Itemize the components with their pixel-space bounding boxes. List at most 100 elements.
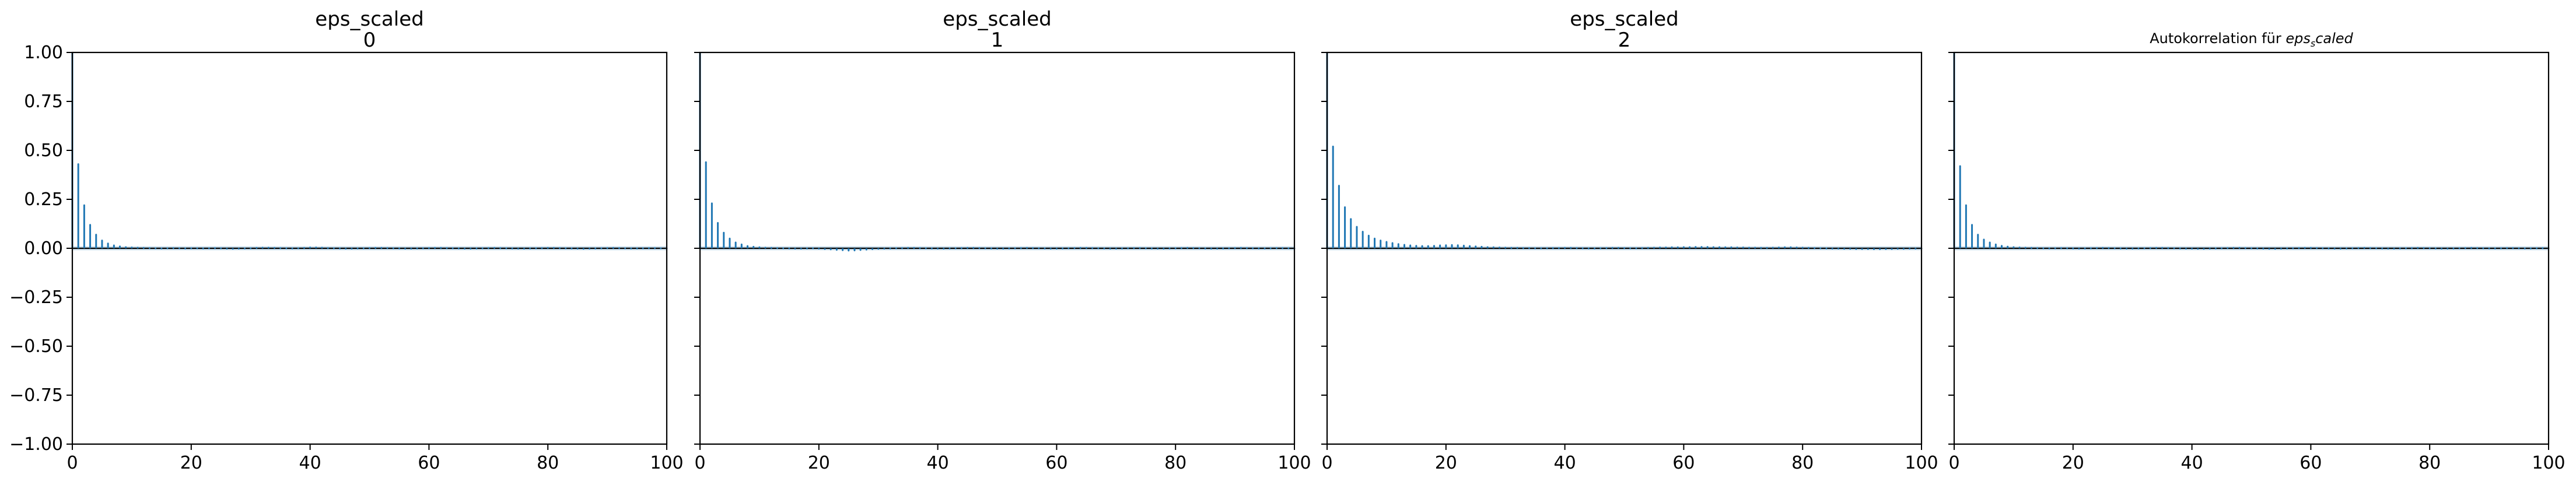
acf-marker [2149,247,2151,249]
acf-marker [1784,246,1786,248]
acf-marker [877,248,880,250]
y-tick-label: 0.25 [24,189,63,210]
acf-marker [380,247,383,249]
x-tick-label: 80 [1791,453,1814,473]
acf-marker [2488,247,2490,249]
acf-marker [1706,246,1709,248]
acf-marker [2316,247,2318,249]
acf-marker [1367,234,1370,237]
y-tick-label: −0.25 [9,287,63,308]
acf-marker [2470,247,2472,249]
acf-marker [2024,247,2027,249]
panel-title-line: 2 [1618,29,1631,52]
acf-marker [232,248,234,250]
acf-marker [529,247,531,249]
acf-marker [2494,247,2496,249]
acf-marker [362,247,365,249]
acf-marker [172,247,174,249]
acf-marker [190,247,192,249]
acf-marker [1558,247,1560,249]
acf-marker [457,247,460,249]
acf-marker [107,242,109,244]
acf-marker [356,247,359,249]
acf-marker [764,247,766,249]
acf-marker [1891,248,1893,250]
x-tick-label: 100 [2532,453,2565,473]
acf-marker [422,247,424,249]
x-tick-label: 60 [2300,453,2322,473]
acf-marker [1409,244,1412,247]
y-tick-label: 1.00 [24,43,63,63]
acf-marker [2506,247,2508,249]
acf-marker [113,244,115,247]
y-tick-label: 0.75 [24,92,63,112]
acf-marker [1754,247,1756,249]
acf-marker [1665,247,1667,249]
x-tick-label: 100 [650,453,683,473]
acf-marker [131,247,133,249]
acf-marker [2227,247,2229,249]
acf-marker [1222,247,1224,249]
acf-marker [1903,248,1905,250]
acf-marker [487,247,489,249]
acf-marker [1127,247,1129,249]
acf-marker [464,248,466,250]
acf-marker [297,247,299,249]
acf-marker [1790,246,1792,248]
acf-marker [1228,247,1230,249]
acf-marker [2452,247,2455,249]
acf-marker [149,247,150,249]
acf-marker [2018,247,2021,249]
acf-marker [984,247,986,249]
acf-marker [2221,247,2222,249]
acf-marker [440,247,442,249]
y-tick-label: 0.50 [24,140,63,161]
acf-marker [1480,245,1483,248]
acf-marker [1516,247,1518,249]
acf-marker [1462,244,1465,247]
acf-marker [2274,248,2276,250]
acf-marker [1380,240,1382,241]
acf-marker [274,247,275,249]
acf-marker [1258,247,1260,249]
acf-marker [2482,247,2484,249]
acf-marker [2250,247,2252,249]
acf-marker [606,247,608,249]
acf-marker [1282,247,1284,249]
acf-marker [734,241,737,244]
acf-marker [925,247,927,249]
acf-marker [1879,248,1881,251]
acf-marker [1433,245,1435,247]
acf-marker [2137,247,2140,249]
acf-marker [2405,247,2407,249]
acf-marker [119,245,121,248]
acf-marker [1457,244,1459,247]
acf-marker [89,224,91,226]
acf-marker [1192,247,1195,249]
acf-marker [2143,247,2146,249]
acf-marker [889,247,891,249]
acf-marker [1115,248,1117,250]
acf-marker [1097,247,1100,249]
acf-marker [2346,247,2347,249]
acf-marker [481,247,484,249]
acf-marker [2423,247,2425,249]
acf-marker [2132,248,2134,250]
acf-marker [1180,247,1182,249]
acf-marker [570,247,573,249]
acf-marker [1766,247,1768,249]
acf-marker [136,247,139,249]
acf-marker [1032,247,1034,249]
acf-marker [345,248,347,250]
acf-marker [2203,248,2205,250]
acf-marker [1085,247,1087,249]
panel-title-line: eps_scaled [315,8,424,31]
acf-marker [1915,248,1917,250]
acf-marker [1861,248,1863,250]
acf-marker [830,248,832,251]
acf-marker [1344,206,1346,208]
panel-title: Autokorrelation für epsscaled [2150,30,2353,49]
x-tick-label: 0 [694,453,705,473]
acf-marker [1073,247,1076,249]
